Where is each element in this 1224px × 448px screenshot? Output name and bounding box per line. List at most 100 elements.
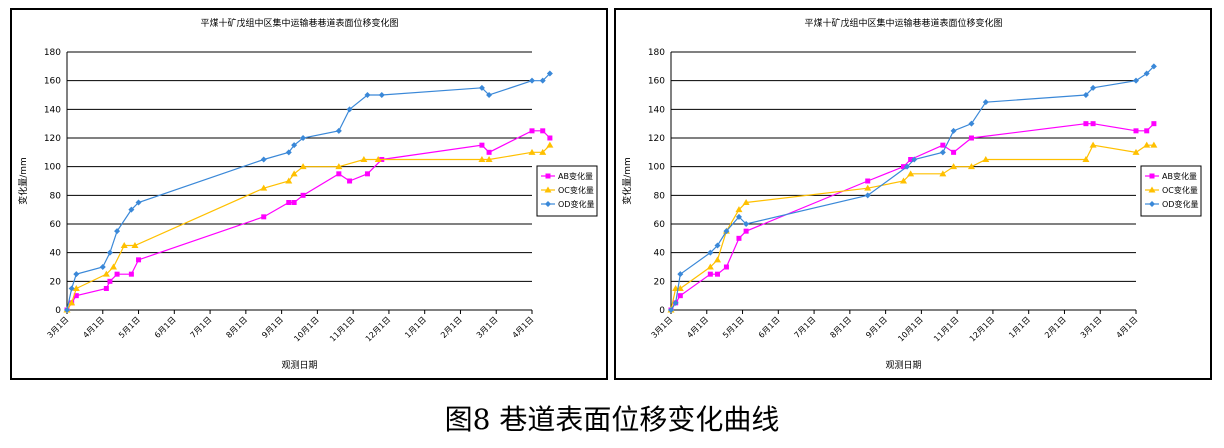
x-tick-label: 2月1日 [439, 315, 464, 340]
data-point [540, 128, 546, 134]
data-point [743, 221, 750, 227]
legend-label: OD变化量 [558, 199, 594, 209]
data-point [102, 270, 110, 277]
x-tick-label: 9月1日 [864, 315, 889, 340]
data-point [1132, 148, 1140, 155]
data-point [300, 135, 307, 141]
data-point [1082, 92, 1089, 98]
y-tick-label: 180 [44, 48, 61, 58]
data-point [1143, 141, 1151, 148]
data-point [72, 285, 80, 291]
y-tick-label: 100 [648, 163, 665, 173]
data-point [911, 156, 918, 163]
data-point [707, 271, 713, 277]
x-tick-label: 12月1日 [968, 315, 996, 343]
y-tick-label: 0 [659, 306, 665, 316]
data-point [131, 242, 139, 248]
data-point [128, 271, 134, 277]
data-point [546, 70, 553, 77]
legend-label: OC变化量 [558, 185, 594, 195]
data-point [1133, 128, 1139, 134]
x-tick-label: 4月1日 [685, 315, 710, 340]
legend-marker [1148, 186, 1156, 193]
data-point [908, 157, 914, 162]
y-axis-label: 变化量/mm [17, 157, 29, 205]
data-point [114, 271, 120, 277]
data-point [951, 149, 957, 155]
data-point [260, 156, 267, 163]
data-point [1133, 77, 1139, 84]
data-point [1090, 121, 1096, 127]
y-tick-label: 0 [55, 306, 61, 316]
x-tick-label: 4月1日 [1115, 315, 1140, 340]
data-point [136, 257, 142, 263]
data-point [950, 163, 958, 170]
data-point [668, 307, 674, 313]
data-point [677, 271, 684, 278]
data-point [486, 149, 492, 155]
x-tick-label: 3月1日 [46, 315, 71, 340]
data-point [528, 148, 536, 155]
data-point [286, 200, 292, 205]
data-point [103, 286, 109, 291]
legend-label: OD变化量 [1162, 199, 1198, 209]
data-point [735, 206, 743, 213]
data-point [539, 77, 546, 84]
data-point [106, 249, 113, 256]
data-point [982, 156, 990, 162]
data-point [73, 271, 80, 278]
data-point [285, 149, 292, 156]
data-point [374, 156, 382, 162]
y-tick-label: 20 [50, 277, 62, 287]
data-point [715, 271, 720, 277]
x-tick-label: 11月1日 [932, 315, 960, 343]
data-point [904, 163, 911, 170]
x-axis-label: 观测日期 [885, 360, 921, 371]
data-point [1144, 128, 1150, 134]
data-point [672, 299, 679, 306]
legend-label: OC变化量 [1162, 185, 1198, 195]
chart-right: 平煤十矿戊组中区集中运输巷巷道表面位移变化图 0 20 40 60 80 100 120 140… [621, 17, 1202, 371]
chart-panel-left: 平煤十矿戊组中区集中运输巷巷道表面位移变化图 0 20 40 60 80 100 120 140… [10, 8, 608, 380]
figure-caption: 图8 巷道表面位移变化曲线 [444, 403, 780, 436]
data-point [290, 170, 298, 177]
data-point [364, 171, 370, 177]
x-tick-label: 8月1日 [224, 315, 249, 340]
data-point [677, 293, 683, 299]
y-tick-label: 40 [50, 249, 62, 259]
x-tick-label: 3月1日 [650, 315, 675, 340]
series-line [66, 144, 551, 311]
data-point [110, 263, 117, 270]
legend-marker [545, 173, 551, 179]
series-line [66, 130, 551, 311]
data-point [261, 214, 267, 220]
data-point [347, 178, 353, 184]
x-tick-label: 5月1日 [721, 315, 746, 340]
x-tick-label: 6月1日 [153, 315, 178, 340]
x-tick-label: 10月1日 [292, 315, 320, 343]
y-tick-label: 160 [648, 77, 665, 87]
x-tick-label: 7月1日 [793, 315, 818, 340]
data-point [120, 242, 128, 248]
data-point [1151, 121, 1157, 127]
data-point [968, 120, 975, 127]
x-tick-label: 3月1日 [475, 315, 500, 340]
legend-label: AB变化量 [558, 171, 593, 181]
data-point [742, 199, 750, 205]
data-point [335, 127, 342, 134]
data-point [360, 156, 368, 162]
data-point [486, 92, 493, 98]
x-tick-label: 3月1日 [1079, 315, 1104, 340]
chart-left: 平煤十矿戊组中区集中运输巷巷道表面位移变化图 0 20 40 60 80 100 120 140… [17, 17, 598, 371]
y-tick-label: 40 [654, 249, 666, 259]
data-point [68, 299, 76, 306]
data-point [864, 184, 872, 191]
data-point [723, 228, 730, 235]
data-point [478, 84, 485, 91]
x-tick-label: 6月1日 [757, 315, 782, 340]
x-tick-label: 9月1日 [260, 315, 285, 340]
x-tick-label: 4月1日 [511, 315, 536, 340]
y-tick-label: 20 [654, 277, 666, 287]
data-point [135, 199, 142, 206]
data-point [485, 156, 493, 162]
